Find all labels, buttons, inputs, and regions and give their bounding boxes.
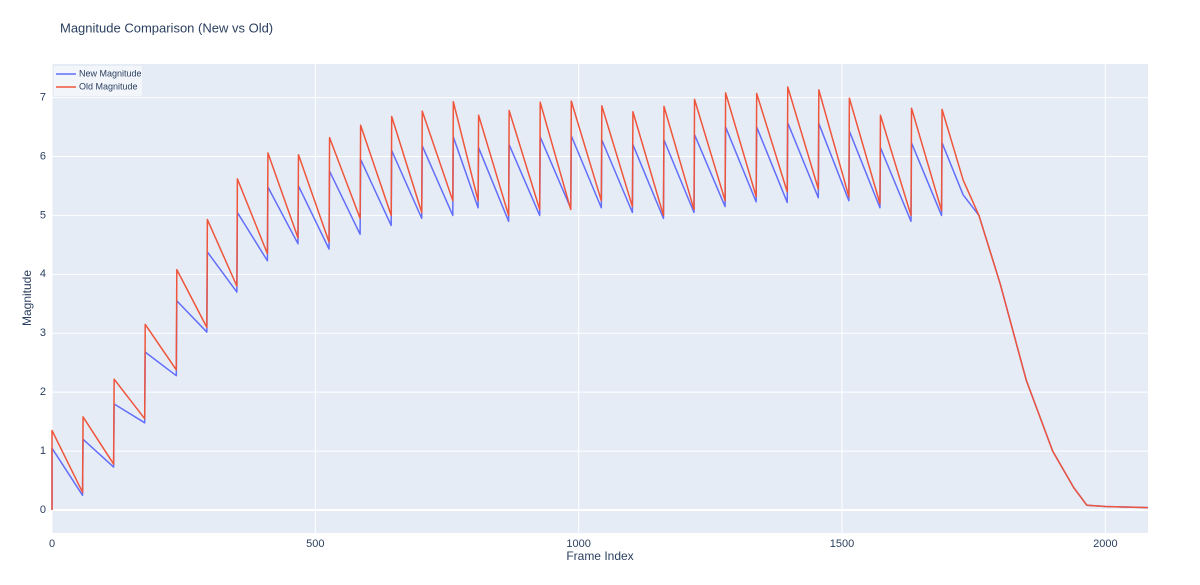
plot-area: [52, 64, 1148, 533]
x-tick-label: 1000: [566, 538, 590, 550]
x-tick-label: 500: [306, 538, 324, 550]
chart-title: Magnitude Comparison (New vs Old): [60, 20, 273, 35]
y-tick-label: 4: [40, 268, 46, 280]
legend-box: [54, 66, 142, 96]
y-tick-label: 7: [40, 91, 46, 103]
x-tick-label: 2000: [1093, 538, 1117, 550]
y-tick-label: 0: [40, 504, 46, 516]
legend-label: New Magnitude: [79, 68, 142, 78]
y-tick-label: 2: [40, 386, 46, 398]
legend-label: Old Magnitude: [79, 81, 138, 91]
y-tick-label: 6: [40, 150, 46, 162]
y-tick-label: 3: [40, 327, 46, 339]
x-tick-label: 1500: [830, 538, 854, 550]
y-axis-title: Magnitude: [20, 270, 34, 326]
x-axis-title: Frame Index: [566, 549, 633, 563]
y-tick-label: 1: [40, 445, 46, 457]
x-tick-label: 0: [49, 538, 55, 550]
y-tick-label: 5: [40, 209, 46, 221]
line-series: [51, 86, 1149, 511]
